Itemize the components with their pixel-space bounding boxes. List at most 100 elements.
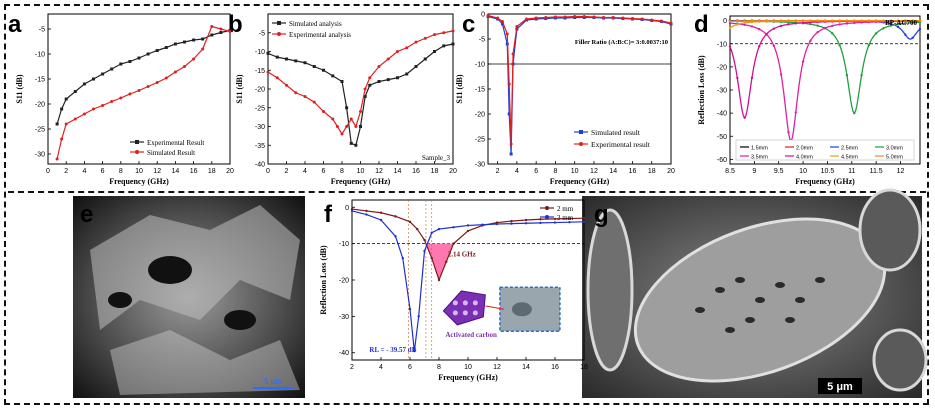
data-point xyxy=(889,19,892,22)
data-point xyxy=(794,22,797,25)
x-tick-label: 9 xyxy=(752,168,756,175)
data-point xyxy=(401,256,404,260)
data-point xyxy=(743,19,746,23)
data-point xyxy=(904,22,907,25)
data-point xyxy=(728,20,732,23)
panel-label-c: c xyxy=(462,11,475,38)
data-point xyxy=(60,137,64,141)
data-point xyxy=(758,45,761,48)
series-line-simulated-analysis xyxy=(267,43,454,147)
data-point xyxy=(568,217,571,220)
legend-label: Simulated Result xyxy=(147,149,195,157)
pore xyxy=(452,310,458,316)
x-tick-label: 4 xyxy=(303,168,307,175)
data-point xyxy=(146,52,150,56)
data-point xyxy=(354,125,358,128)
data-point xyxy=(758,19,761,23)
y-tick-label: -10 xyxy=(475,62,485,69)
data-point xyxy=(73,90,77,93)
data-point xyxy=(621,16,625,20)
x-tick-label: 2 xyxy=(350,364,354,371)
data-point xyxy=(365,213,368,216)
x-tick-label: 6 xyxy=(408,364,412,371)
data-point xyxy=(496,16,500,20)
x-tick-label: 14 xyxy=(172,168,180,175)
data-point xyxy=(539,221,542,225)
data-point xyxy=(573,15,577,18)
data-point xyxy=(743,116,746,119)
data-point xyxy=(322,68,325,72)
data-point xyxy=(750,25,754,28)
x-tick-label: 16 xyxy=(190,168,198,175)
data-point xyxy=(743,23,746,26)
data-point xyxy=(368,76,372,80)
data-point xyxy=(396,50,399,53)
data-point xyxy=(466,229,470,233)
data-point xyxy=(173,42,177,46)
y-tick-label: -20 xyxy=(717,64,727,71)
y-tick-label: -25 xyxy=(255,105,265,112)
data-point xyxy=(442,31,446,35)
data-point xyxy=(451,42,455,46)
legend-label: 2.0mm xyxy=(796,146,813,152)
data-point xyxy=(408,307,412,311)
pore xyxy=(462,310,468,316)
data-point xyxy=(110,100,114,103)
data-point xyxy=(889,24,892,27)
legend-label: 3.5mm xyxy=(751,155,768,161)
data-point xyxy=(563,15,567,19)
data-point xyxy=(365,209,368,213)
data-point xyxy=(728,45,732,48)
legend-label: 3 mm xyxy=(557,214,574,222)
data-point xyxy=(882,27,885,30)
y-axis-label: S11 (dB) xyxy=(15,74,24,103)
data-point xyxy=(831,24,834,27)
x-tick-label: 4 xyxy=(82,168,86,175)
row-divider xyxy=(8,191,926,193)
data-point xyxy=(60,107,64,111)
series-line-3.0mm xyxy=(729,20,921,115)
data-point xyxy=(728,26,732,30)
y-tick-label: -5 xyxy=(259,30,265,37)
data-point xyxy=(210,25,214,28)
x-tick-label: 2 xyxy=(285,168,289,175)
data-point xyxy=(911,36,914,39)
y-axis-label: S11 (dB) xyxy=(455,74,464,103)
x-tick-label: 12 xyxy=(897,168,905,175)
data-point xyxy=(801,60,805,63)
inset-label: Activated carbon xyxy=(445,331,497,339)
chart-annotation: Filler Ratio (A:B:C)= 3:0.0037:10 xyxy=(575,39,668,46)
data-point xyxy=(394,215,397,218)
data-point xyxy=(285,83,288,87)
x-tick-label: 11 xyxy=(848,168,855,175)
data-point xyxy=(505,32,509,36)
data-point xyxy=(509,152,513,156)
data-point xyxy=(275,76,279,80)
legend-label: Simulated analysis xyxy=(289,20,342,28)
x-tick-label: 8 xyxy=(437,364,441,371)
x-tick-label: 8.5 xyxy=(725,168,735,175)
data-point xyxy=(736,19,739,23)
data-point xyxy=(874,19,878,22)
x-tick-label: 10 xyxy=(464,364,472,371)
data-point xyxy=(345,106,349,110)
legend-label: 2 mm xyxy=(557,205,574,213)
data-point xyxy=(155,49,159,52)
data-point xyxy=(911,19,914,22)
x-tick-label: 9.5 xyxy=(774,168,784,175)
data-point xyxy=(92,77,95,81)
data-point xyxy=(414,40,418,44)
legend-label: 4.5mm xyxy=(841,155,858,161)
legend-label: 1.5mm xyxy=(751,146,768,152)
scale-bar-e: 5 μm xyxy=(264,377,282,386)
panel-label-e: e xyxy=(80,201,93,228)
data-point xyxy=(845,19,849,22)
series-line-3.5mm xyxy=(729,20,921,143)
data-point xyxy=(838,43,841,47)
data-point xyxy=(413,349,416,353)
x-tick-label: 10 xyxy=(571,168,579,175)
x-tick-label: 4 xyxy=(515,168,519,175)
y-tick-label: -5 xyxy=(39,27,45,34)
data-point xyxy=(874,32,878,35)
data-point xyxy=(417,315,420,318)
